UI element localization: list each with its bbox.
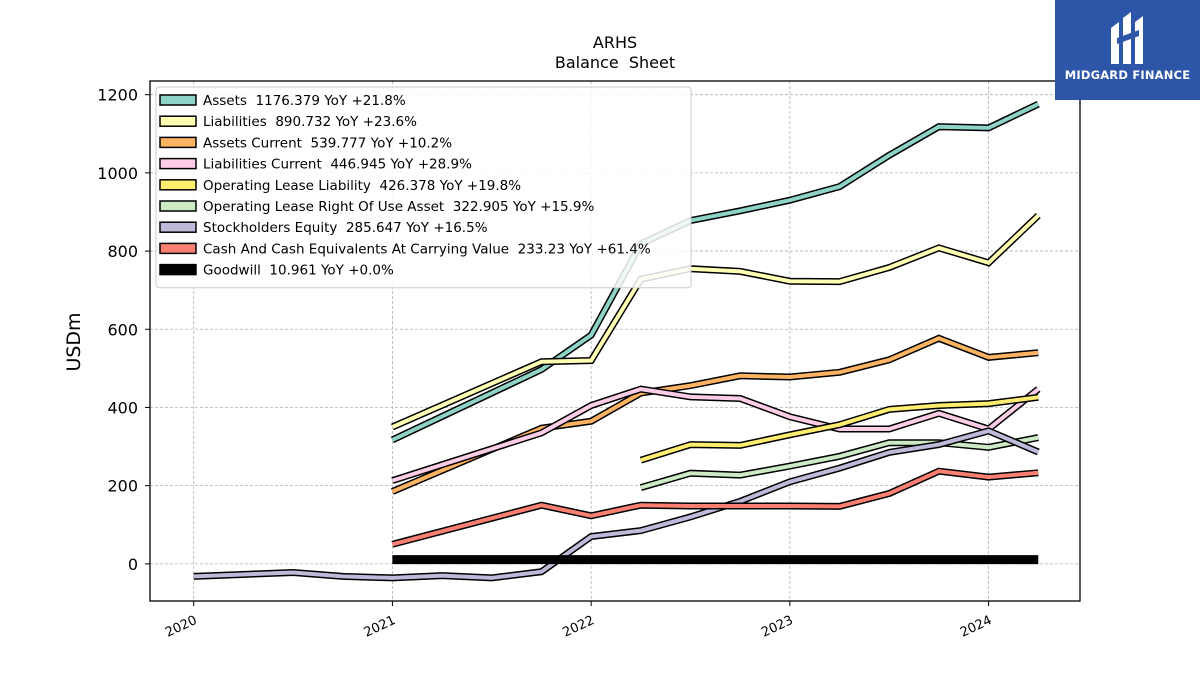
x-tick-label: 2024 [958, 613, 994, 641]
legend-label: Liabilities 890.732 YoY +23.6% [203, 114, 417, 130]
y-tick-label: 0 [128, 555, 138, 574]
legend-swatch [159, 200, 197, 212]
legend-swatch [159, 242, 197, 255]
y-tick-label: 600 [107, 320, 138, 339]
y-tick-label: 200 [107, 477, 138, 496]
chart-subtitle: Balance Sheet [555, 53, 675, 72]
series-lines [193, 100, 1041, 582]
x-tick-label: 2022 [561, 613, 597, 641]
legend-label: Operating Lease Right Of Use Asset 322.9… [203, 199, 595, 215]
series-line-5 [640, 435, 1039, 490]
legend-label: Liabilities Current 446.945 YoY +28.9% [203, 157, 472, 173]
x-tick-label: 2023 [759, 613, 795, 641]
legend-swatch [159, 94, 197, 106]
legend-label: Assets 1176.379 YoY +21.8% [203, 93, 406, 109]
x-tick-label: 2021 [362, 613, 398, 641]
logo-mark-icon [1111, 12, 1143, 64]
y-tick-label: 800 [107, 242, 138, 261]
brand-logo: MIDGARD FINANCE [1055, 0, 1200, 100]
legend: Assets 1176.379 YoY +21.8% Liabilities 89… [155, 86, 692, 289]
y-tick-label: 1200 [97, 86, 138, 105]
legend-box [155, 86, 692, 289]
y-tick-label: 400 [107, 398, 138, 417]
legend-label: Assets Current 539.777 YoY +10.2% [203, 135, 452, 151]
series-line-7 [391, 469, 1039, 547]
legend-swatch [159, 115, 197, 127]
series-line-4 [640, 395, 1039, 463]
series-line-3 [391, 387, 1040, 483]
series-line-6 [193, 428, 1040, 580]
legend-label: Operating Lease Liability 426.378 YoY +1… [203, 178, 521, 194]
series-line-0 [391, 102, 1040, 442]
series-line-1 [391, 214, 1040, 429]
series-line-2 [391, 336, 1039, 494]
logo-text: MIDGARD FINANCE [1064, 68, 1191, 82]
legend-label: Goodwill 10.961 YoY +0.0% [203, 263, 394, 279]
y-tick-label: 1000 [97, 164, 138, 183]
legend-swatch [159, 263, 197, 276]
legend-swatch [159, 221, 197, 233]
plot-frame [149, 80, 1081, 602]
legend-label: Stockholders Equity 285.647 YoY +16.5% [203, 220, 488, 236]
y-axis-label: USDm [63, 312, 85, 371]
legend-label: Cash And Cash Equivalents At Carrying Va… [203, 241, 651, 257]
legend-swatch [159, 179, 197, 191]
x-tick-label: 2020 [163, 613, 199, 641]
chart-title: ARHS [593, 33, 637, 52]
legend-swatch [159, 157, 197, 170]
legend-swatch [159, 136, 197, 149]
